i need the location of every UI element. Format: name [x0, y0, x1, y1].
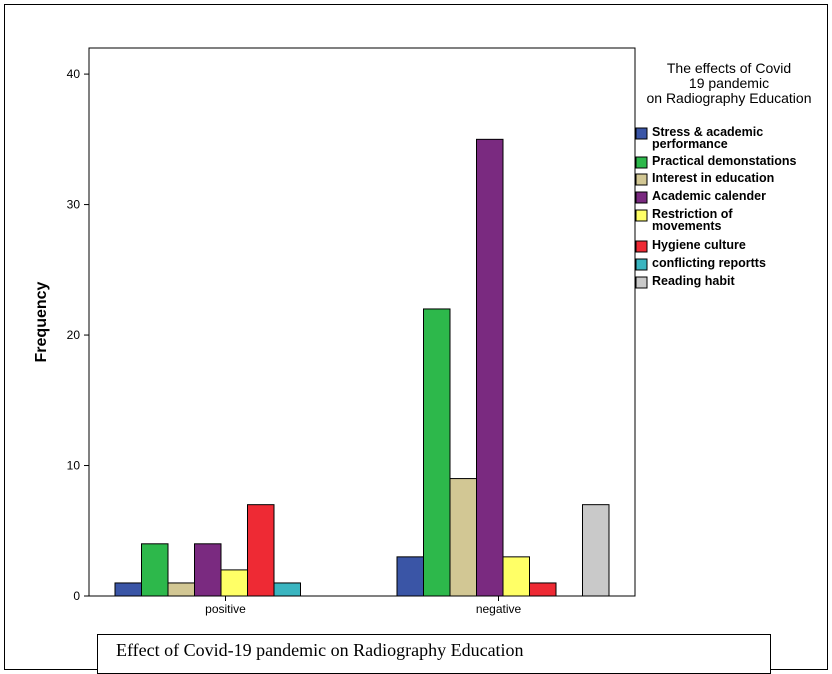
legend-label: Stress & academic performance — [652, 125, 763, 151]
y-tick-label: 0 — [73, 589, 80, 603]
plot-area — [88, 47, 636, 597]
legend-label: Interest in education — [652, 171, 774, 185]
y-tick-label: 10 — [67, 459, 81, 473]
bar — [273, 582, 301, 597]
bar — [141, 543, 169, 597]
bar — [167, 582, 195, 597]
bar — [423, 308, 451, 597]
legend-swatch — [635, 240, 648, 253]
y-tick-label: 20 — [67, 328, 81, 342]
y-axis-label: Frequency — [33, 281, 50, 362]
legend-label: Hygiene culture — [652, 238, 746, 252]
y-tick-label: 30 — [67, 198, 81, 212]
bar — [449, 478, 477, 597]
figure-caption: Effect of Covid-19 pandemic on Radiograp… — [97, 634, 771, 674]
bar — [529, 582, 557, 597]
bar — [114, 582, 142, 597]
y-tick-label: 40 — [67, 67, 81, 81]
bar — [247, 504, 275, 597]
legend-label: Academic calender — [652, 189, 766, 203]
legend-swatch — [635, 258, 648, 271]
legend-swatch — [635, 276, 648, 289]
legend-swatch — [635, 173, 648, 186]
legend-title: The effects of Covid 19 pandemic on Radiog… — [646, 60, 811, 106]
x-tick-label: negative — [476, 602, 522, 616]
bar — [220, 569, 248, 597]
legend-swatch — [635, 209, 648, 222]
legend-swatch — [635, 191, 648, 204]
x-tick-label: positive — [205, 602, 246, 616]
bar — [502, 556, 530, 597]
legend-swatch — [635, 156, 648, 169]
bar — [194, 543, 222, 597]
legend-label: Restriction of movements — [652, 207, 733, 233]
legend-label: Practical demonstations — [652, 154, 797, 168]
legend-swatch — [635, 127, 648, 140]
bar — [476, 138, 504, 597]
legend-label: Reading habit — [652, 274, 735, 288]
legend-label: conflicting reportts — [652, 256, 766, 270]
bar — [582, 504, 610, 597]
bar — [396, 556, 424, 597]
